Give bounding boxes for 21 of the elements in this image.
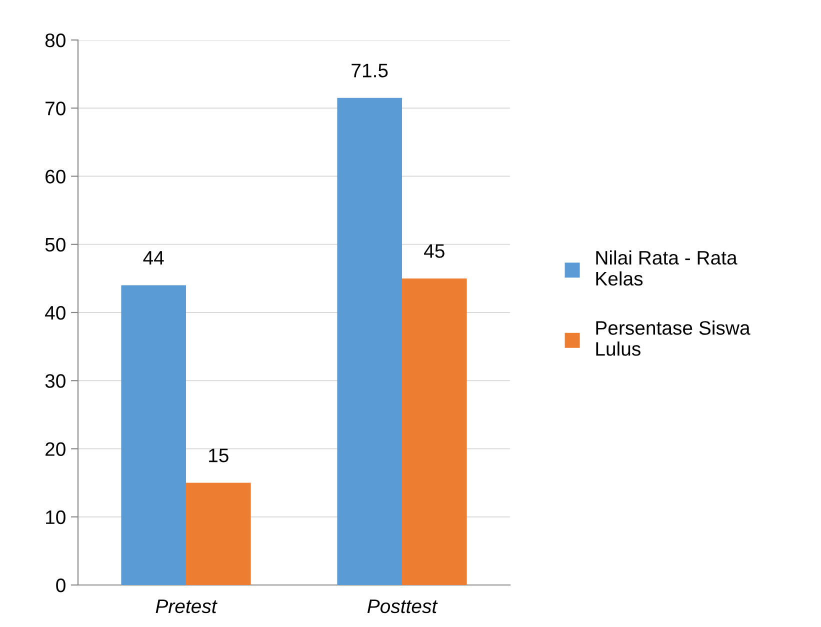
y-tick-label: 50 xyxy=(45,238,66,252)
legend-label: Persentase Siswa Lulus xyxy=(596,320,750,356)
y-tick-label: 0 xyxy=(56,578,66,592)
y-tick-label: 20 xyxy=(46,442,66,456)
y-tick-label: 60 xyxy=(46,170,66,184)
data-label: 45 xyxy=(424,244,444,258)
bar xyxy=(337,98,402,585)
bar xyxy=(402,278,467,585)
bar xyxy=(186,482,251,585)
y-tick-label: 10 xyxy=(46,510,66,524)
data-label: 15 xyxy=(209,448,228,462)
y-tick-label: 70 xyxy=(46,102,66,116)
data-label: 71.5 xyxy=(352,64,388,78)
legend-label: Nilai Rata - Rata Kelas xyxy=(596,250,738,286)
x-tick-label: Pretest xyxy=(156,600,218,614)
data-label: 44 xyxy=(143,251,164,265)
y-tick-label: 40 xyxy=(45,306,66,320)
y-tick-label: 80 xyxy=(45,33,66,48)
x-tick-label: Posttest xyxy=(367,600,438,614)
y-tick-label: 30 xyxy=(45,374,66,388)
bar xyxy=(121,285,186,585)
